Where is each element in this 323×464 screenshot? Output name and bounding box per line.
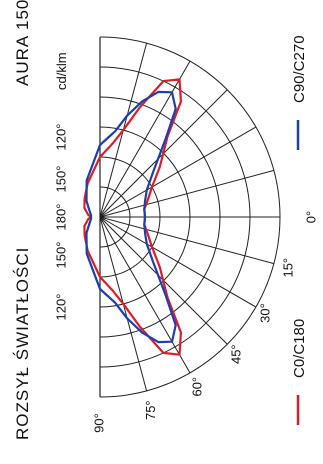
angle-label: 45° xyxy=(229,344,244,364)
angle-label: 120° xyxy=(53,124,68,151)
unit-label: cd/klm xyxy=(54,52,69,90)
angle-label: 30° xyxy=(258,303,273,323)
angle-label: 15° xyxy=(281,258,296,278)
angle-label: 120° xyxy=(53,294,68,321)
angle-label: 60° xyxy=(189,377,204,397)
grid-spoke xyxy=(99,216,257,308)
polar-grid xyxy=(99,36,281,398)
angle-label: 150° xyxy=(53,166,68,193)
angle-labels: 0° 15° 30° 45° 60° 75° 90° 120° 150° 180° 150° 120° xyxy=(53,124,318,433)
grid-spoke xyxy=(99,126,257,218)
legend-label-c0: C0/C180 xyxy=(291,319,308,378)
series-curve-1 xyxy=(85,90,177,344)
angle-label: 150° xyxy=(53,242,68,269)
angle-label: 180° xyxy=(53,204,68,231)
chart-subtitle: AURA 150W xyxy=(13,0,32,86)
grid-spoke xyxy=(99,60,191,218)
angle-label: 0° xyxy=(303,211,318,223)
chart-title: ROZSYŁ ŚWIATŁOŚCI xyxy=(13,247,32,440)
curves xyxy=(83,78,182,356)
grid-spoke xyxy=(99,216,274,265)
angle-label: 75° xyxy=(143,400,158,420)
angle-label: 90° xyxy=(91,413,106,433)
grid-spoke xyxy=(99,216,191,374)
grid-spoke xyxy=(99,169,274,218)
legend-label-c90: C90/C270 xyxy=(291,35,308,103)
legend: C0/C180 C90/C270 xyxy=(291,35,308,425)
